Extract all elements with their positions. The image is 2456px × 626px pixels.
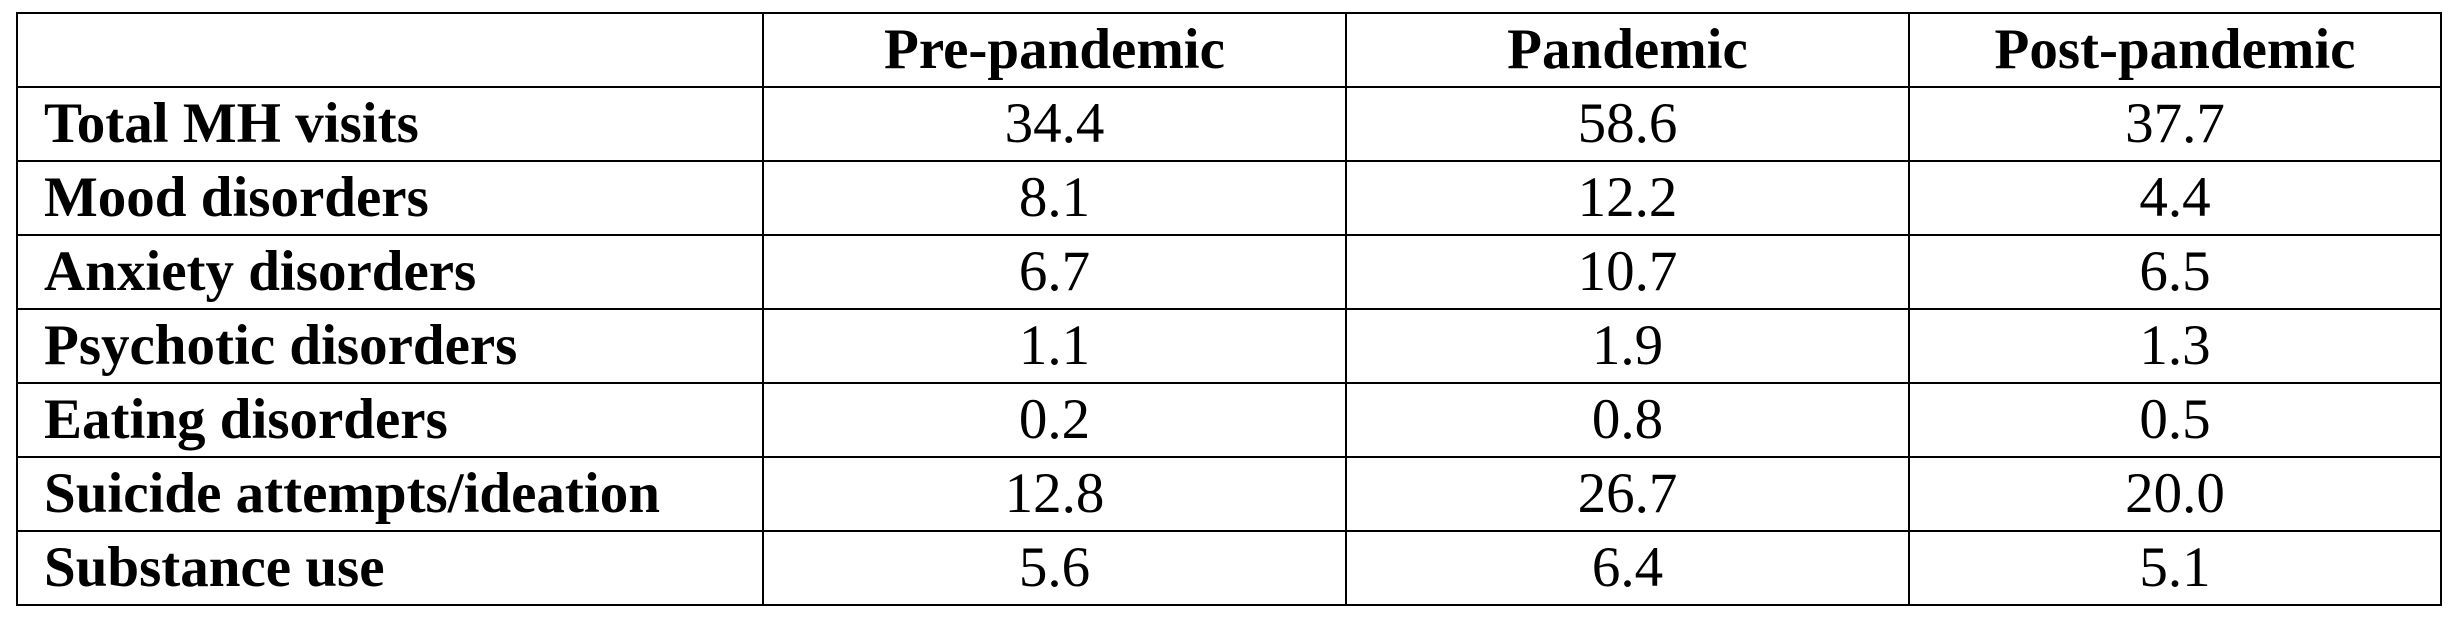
header-corner-cell [16,12,764,88]
column-header-pre-pandemic: Pre-pandemic [762,12,1347,88]
row-label: Psychotic disorders [16,308,764,384]
data-table: Pre-pandemic Pandemic Post-pandemic Tota… [16,12,2442,606]
table-cell: 5.6 [762,530,1347,606]
table-cell: 26.7 [1345,456,1910,532]
column-header-pandemic: Pandemic [1345,12,1910,88]
column-header-post-pandemic: Post-pandemic [1908,12,2442,88]
table-cell: 58.6 [1345,86,1910,162]
table-cell: 10.7 [1345,234,1910,310]
table-cell: 0.5 [1908,382,2442,458]
table-cell: 8.1 [762,160,1347,236]
table-cell: 12.2 [1345,160,1910,236]
table-row: Anxiety disorders 6.7 10.7 6.5 [16,234,2442,310]
table-row: Psychotic disorders 1.1 1.9 1.3 [16,308,2442,384]
table-cell: 0.2 [762,382,1347,458]
table-cell: 37.7 [1908,86,2442,162]
table-cell: 5.1 [1908,530,2442,606]
table-cell: 1.1 [762,308,1347,384]
table-row: Mood disorders 8.1 12.2 4.4 [16,160,2442,236]
table-row: Eating disorders 0.2 0.8 0.5 [16,382,2442,458]
table-row: Substance use 5.6 6.4 5.1 [16,530,2442,606]
table-cell: 20.0 [1908,456,2442,532]
table-cell: 0.8 [1345,382,1910,458]
table-cell: 12.8 [762,456,1347,532]
row-label: Eating disorders [16,382,764,458]
table-cell: 1.3 [1908,308,2442,384]
table-cell: 4.4 [1908,160,2442,236]
row-label: Total MH visits [16,86,764,162]
table-row: Total MH visits 34.4 58.6 37.7 [16,86,2442,162]
header-row: Pre-pandemic Pandemic Post-pandemic [16,12,2442,88]
table-cell: 6.4 [1345,530,1910,606]
row-label: Substance use [16,530,764,606]
row-label: Suicide attempts/ideation [16,456,764,532]
row-label: Anxiety disorders [16,234,764,310]
table-cell: 6.7 [762,234,1347,310]
row-label: Mood disorders [16,160,764,236]
table-cell: 1.9 [1345,308,1910,384]
table-cell: 6.5 [1908,234,2442,310]
table-row: Suicide attempts/ideation 12.8 26.7 20.0 [16,456,2442,532]
table-cell: 34.4 [762,86,1347,162]
